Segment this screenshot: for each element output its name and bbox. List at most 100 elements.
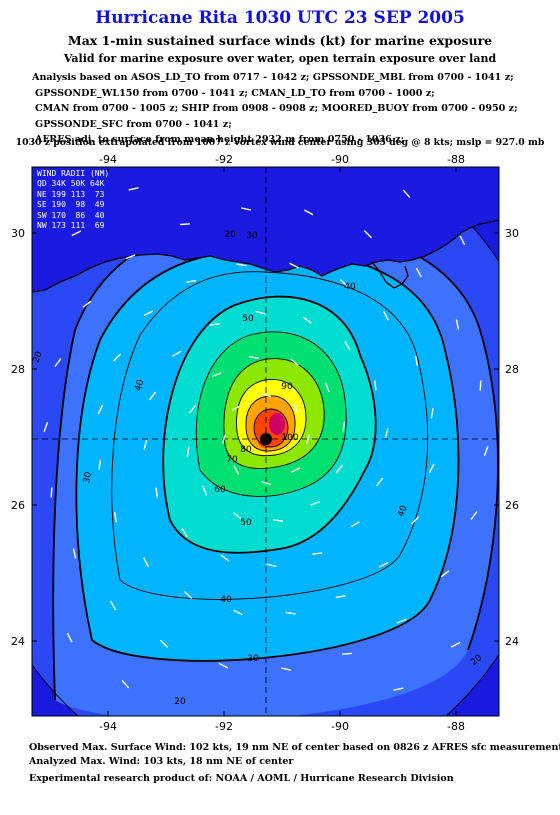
contour-label: 50 — [242, 314, 254, 324]
wind-barb — [211, 372, 222, 378]
tick-marks — [32, 167, 499, 716]
wind-barb — [384, 428, 389, 439]
product-credit: Experimental research product of: NOAA /… — [29, 773, 454, 784]
contour-label: 30 — [82, 471, 94, 484]
contour-label: 40 — [344, 282, 356, 292]
contour-label: 40 — [396, 504, 409, 518]
wind-barb — [383, 311, 389, 321]
wind-barb — [344, 340, 351, 351]
wind-barb — [290, 467, 301, 474]
contour-label: 70 — [226, 455, 238, 465]
wind-barb — [396, 618, 407, 624]
wind-barb — [143, 557, 149, 567]
wind-observation-barbs — [43, 187, 489, 691]
wind-barb — [290, 358, 299, 366]
wind-barb — [324, 382, 330, 393]
wind-radii-row: SW 170 86 40 — [37, 210, 105, 220]
wind-barb — [98, 459, 102, 470]
observed-max-wind: Observed Max. Surface Wind: 102 kts, 19 … — [29, 742, 560, 753]
lat-tick-label: 28 — [505, 363, 519, 376]
lon-tick-label: -88 — [447, 720, 465, 733]
contour-label: 50 — [240, 518, 252, 528]
wind-barb — [218, 662, 229, 669]
wind-barb — [72, 548, 77, 559]
analysis-sources: Analysis based on ASOS_LD_TO from 0717 -… — [32, 70, 552, 148]
wind-barb — [363, 230, 372, 239]
wind-barb — [54, 358, 62, 367]
analysis-line: GPSSONDE_WL150 from 0700 - 1041 z; CMAN_… — [35, 87, 435, 99]
lon-tick-label: -92 — [215, 153, 233, 166]
wind-band-110 — [269, 413, 285, 435]
lat-tick-label: 30 — [11, 227, 25, 240]
wind-barb — [280, 667, 292, 671]
wind-barb — [339, 279, 348, 287]
wind-barb — [342, 421, 346, 432]
wind-barb — [375, 477, 384, 487]
analysis-line: Analysis based on ASOS_LD_TO from 0717 -… — [32, 72, 514, 83]
lon-tick-label: -92 — [215, 720, 233, 733]
wind-barb — [459, 235, 466, 246]
map-subtitle-exposure: Valid for marine exposure over water, op… — [63, 52, 497, 65]
wind-barb — [220, 554, 230, 562]
wind-barb — [450, 641, 461, 648]
wind-barb — [266, 563, 277, 568]
lon-tick-label: -88 — [447, 153, 465, 166]
wind-barb — [335, 595, 346, 599]
lat-tick-label: 24 — [11, 635, 25, 648]
wind-barb — [255, 310, 266, 315]
wind-barb — [305, 433, 311, 445]
wind-barb — [155, 487, 158, 498]
wind-barb — [240, 207, 252, 211]
analysis-line: AFRES adj. to surface from mean height 2… — [35, 134, 405, 145]
analysis-line: GPSSONDE_SFC from 0700 - 1041 z; — [35, 118, 232, 130]
map-subtitle: Max 1-min sustained surface winds (kt) f… — [67, 33, 493, 48]
contour-label: 90 — [281, 382, 293, 392]
wind-barb — [43, 422, 49, 432]
axis-tick-labels: -94 -92 -90 -88 -94 -92 -90 -88 30 28 26… — [11, 153, 519, 733]
wind-barb — [236, 263, 247, 267]
wind-barb — [402, 189, 411, 199]
wind-barb — [470, 511, 478, 520]
wind-barb — [393, 687, 404, 691]
wind-barb — [181, 527, 188, 538]
coastline — [32, 219, 499, 293]
lat-tick-label: 26 — [505, 499, 519, 512]
wind-barb — [312, 552, 323, 555]
wind-barb — [260, 480, 272, 486]
wind-radii-title: WIND RADII (NM) — [37, 169, 110, 178]
wind-barb — [97, 404, 104, 415]
wind-barb — [415, 267, 422, 278]
wind-barb — [209, 323, 220, 326]
wind-barb — [114, 512, 117, 523]
wind-radii-row: SE 190 98 49 — [37, 200, 105, 210]
wind-barb — [82, 300, 92, 308]
center-crosshair — [32, 167, 499, 716]
wind-barb — [285, 611, 296, 615]
wind-barb — [121, 679, 130, 689]
contour-label: 100 — [281, 433, 298, 443]
wind-barb — [233, 609, 243, 616]
contour-label: 40 — [220, 595, 232, 605]
contour-label: 80 — [240, 445, 252, 455]
wind-barb — [128, 187, 139, 191]
wind-barb — [335, 464, 344, 474]
position-note: 1030 z position extrapolated from 1007 z… — [15, 137, 545, 148]
wind-radii-header: QD 34K 50K 64K — [37, 179, 105, 189]
lon-tick-label: -94 — [99, 720, 117, 733]
contour-label: 40 — [134, 378, 147, 392]
lat-tick-label: 26 — [11, 499, 25, 512]
wind-barb — [483, 446, 489, 456]
contour-label: 20 — [174, 697, 186, 707]
contour-label: 60 — [214, 485, 226, 495]
wind-barb — [302, 316, 312, 324]
wind-barb — [415, 355, 418, 366]
plot-frame — [31, 166, 500, 717]
wind-barb — [440, 570, 450, 578]
wind-barb — [184, 591, 193, 599]
analysis-line: CMAN from 0700 - 1005 z; SHIP from 0908 … — [35, 103, 518, 114]
contour-label: 30 — [246, 231, 258, 241]
lon-tick-label: -90 — [331, 153, 349, 166]
wind-barb — [342, 652, 353, 655]
wind-barb — [233, 465, 240, 475]
